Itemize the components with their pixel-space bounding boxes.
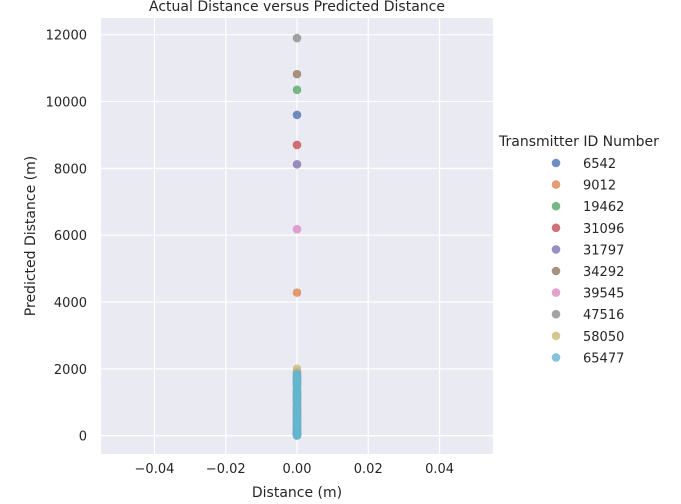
data-point (292, 140, 302, 150)
legend-label: 58050 (583, 330, 624, 345)
x-tick-label: 0.00 (283, 462, 312, 477)
data-point (292, 431, 302, 440)
x-tick-label: −0.04 (135, 462, 175, 477)
legend-marker (551, 201, 561, 211)
y-tick-label: 2000 (54, 363, 87, 378)
legend-marker (551, 353, 561, 362)
y-tick-label: 10000 (46, 96, 87, 111)
legend-label: 31797 (583, 243, 624, 258)
x-tick-label: −0.02 (206, 462, 246, 477)
x-tick-labels: −0.04 −0.02 0.00 0.02 0.04 (135, 462, 454, 477)
x-tick-label: 0.04 (425, 462, 454, 477)
legend-label: 39545 (583, 287, 624, 302)
legend-marker (551, 288, 561, 297)
data-point (292, 69, 302, 79)
y-tick-label: 4000 (54, 296, 87, 311)
legend-title: Transmitter ID Number (498, 134, 659, 150)
legend: Transmitter ID Number 6542 9012 19462 31096… (498, 134, 659, 366)
data-point (292, 85, 302, 95)
legend-marker (551, 223, 561, 233)
y-tick-label: 0 (79, 430, 87, 445)
legend-marker (551, 158, 561, 168)
legend-label: 65477 (583, 351, 624, 366)
data-point (292, 33, 302, 43)
legend-label: 31096 (583, 222, 624, 237)
data-points (292, 33, 302, 440)
data-point (292, 160, 302, 169)
y-axis-label: Predicted Distance (m) (23, 156, 39, 316)
y-tick-labels: 0 2000 4000 6000 8000 10000 12000 (46, 29, 87, 445)
legend-items: 6542 9012 19462 31096 31797 34292 39545 47516 58… (551, 157, 624, 366)
data-point (292, 110, 302, 120)
y-tick-label: 12000 (46, 29, 87, 44)
legend-label: 19462 (583, 200, 624, 215)
x-tick-label: 0.02 (354, 462, 383, 477)
y-tick-label: 8000 (54, 162, 87, 177)
data-point (292, 288, 302, 297)
legend-label: 47516 (583, 308, 624, 323)
legend-label: 9012 (583, 179, 616, 194)
legend-marker (551, 180, 561, 189)
legend-marker (551, 309, 561, 319)
y-tick-label: 6000 (54, 229, 87, 244)
legend-marker (551, 245, 561, 254)
data-point (292, 224, 302, 234)
legend-label: 6542 (583, 157, 616, 172)
legend-marker (551, 266, 561, 276)
legend-label: 34292 (583, 265, 624, 280)
x-axis-label: Distance (m) (252, 485, 342, 500)
legend-marker (551, 331, 561, 341)
chart-title: Actual Distance versus Predicted Distanc… (149, 0, 445, 15)
